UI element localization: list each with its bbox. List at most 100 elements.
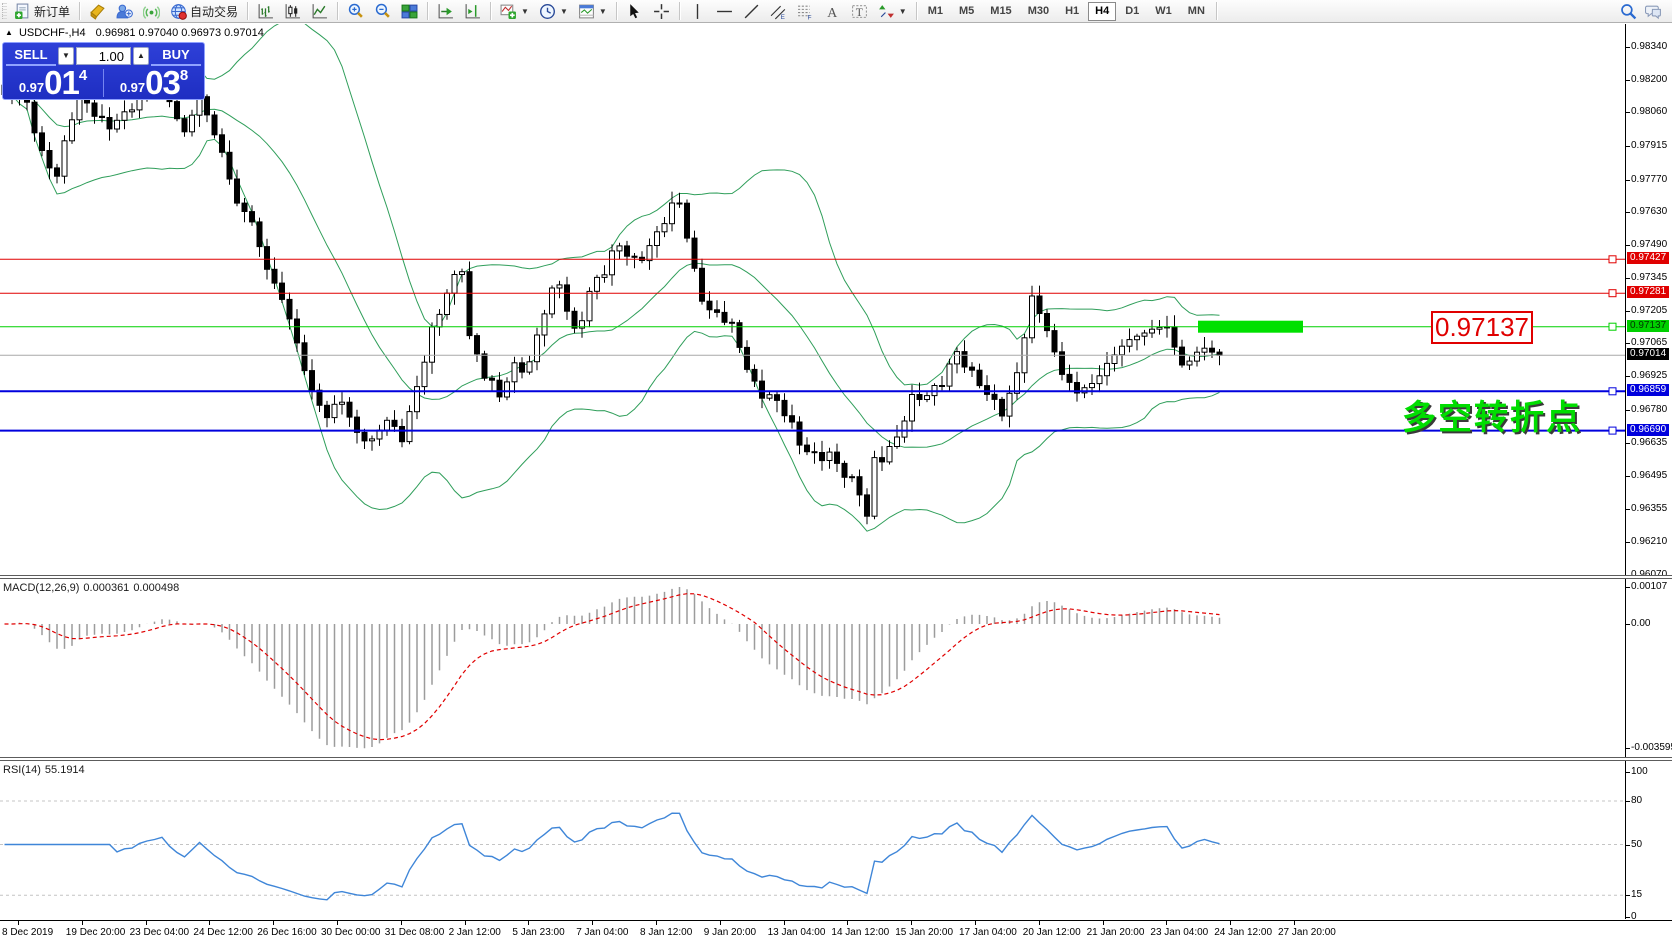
zoom-out-button[interactable] [369,1,396,21]
timeframe-m15[interactable]: M15 [990,5,1012,17]
symbol-collapse-icon[interactable]: ▲ [5,28,13,37]
rsi-name: RSI(14) [3,764,41,776]
label-tool[interactable]: T [846,1,873,21]
arrows-icon [878,4,894,18]
auto-scroll-button[interactable] [432,1,459,21]
text-tool[interactable]: A [819,1,846,21]
auto-trading-button[interactable]: 自动交易 [165,1,243,21]
time-tick-mark [528,921,530,925]
crosshair-tool-button[interactable] [648,1,675,21]
trendline-tool[interactable] [738,1,765,21]
line-chart-button[interactable] [306,1,333,21]
toolbar: 新订单 自动交易 [0,0,1672,23]
time-tick-label: 30 Dec 00:00 [321,927,381,938]
toolbar-separator [337,2,339,20]
one-click-trade-panel: SELL ▼ 1.00 ▲ BUY 0.97 01 4 0.97 03 8 [2,42,205,100]
time-tick-mark [847,921,849,925]
chevron-down-icon: ▼ [521,6,529,16]
price-level-label: 0.96690 [1627,423,1670,436]
toolbar-separator [678,2,680,20]
chat-icon[interactable] [1645,3,1662,20]
rsi-chart[interactable] [0,761,1625,919]
time-tick-mark [1038,921,1040,925]
vertical-line-tool[interactable] [684,1,711,21]
cursor-tool-button[interactable] [621,1,648,21]
toolbar-separator [427,2,429,20]
buy-button[interactable]: BUY [151,47,201,66]
panel-splitter[interactable] [0,575,1672,579]
svg-text:A: A [827,4,837,19]
price-tick: 0.96210 [1625,536,1668,547]
price-tick: 0.96635 [1625,437,1668,448]
time-axis[interactable]: 8 Dec 2019 19 Dec 20:00 23 Dec 04:00 24 Dec… [0,920,1672,944]
rsi-tick: 50 [1625,839,1643,850]
fibonacci-tool[interactable]: F [792,1,819,21]
timeframe-h4[interactable]: H4 [1088,1,1117,21]
timeframe-m30[interactable]: M30 [1027,5,1050,17]
time-tick-label: 24 Dec 12:00 [193,927,253,938]
horizontal-line-tool[interactable] [711,1,738,21]
market-button[interactable] [111,1,138,21]
channel-icon: E [770,5,786,20]
price-callout-box[interactable]: 0.97137 [1431,311,1533,344]
sell-button[interactable]: SELL [6,47,56,66]
time-tick-mark [1230,921,1232,925]
fibonacci-icon: F [797,5,811,20]
horizontal-line-icon [716,10,732,12]
volume-decrease-button[interactable]: ▼ [58,47,74,65]
metaeditor-button[interactable] [84,1,111,21]
timeframe-mn[interactable]: MN [1187,5,1205,17]
timeframe-m5[interactable]: M5 [959,5,975,17]
timeframe-w1[interactable]: W1 [1155,5,1172,17]
bar-chart-button[interactable] [252,1,279,21]
macd-tick: 0.00107 [1625,581,1668,592]
chart-annotation-text[interactable]: 多空转折点 [1402,399,1582,437]
time-tick-label: 19 Dec 20:00 [65,927,126,938]
timeframe-d1[interactable]: D1 [1125,5,1140,17]
rsi-scale[interactable]: 100 80 50 15 0 [1625,761,1672,922]
signals-button[interactable] [138,1,165,21]
auto-scroll-icon [438,3,453,18]
price-scale[interactable]: 0.98340 0.98200 0.98060 0.97915 0.97770 0.976… [1625,24,1672,580]
volume-increase-button[interactable]: ▲ [133,47,149,65]
macd-scale[interactable]: 0.00107 0.00 -0.003595 [1625,579,1672,757]
templates-button[interactable]: ▼ [573,1,612,21]
candlestick-chart[interactable] [0,24,1625,575]
time-tick-label: 2 Jan 12:00 [448,927,501,938]
time-tick-mark [18,921,19,925]
toolbar-separator [915,2,917,20]
timeframe-group: M1 M5 M15 M30 H1 H4 D1 W1 MN [921,1,1212,21]
timeframe-h1[interactable]: H1 [1065,5,1080,17]
time-tick-label: 23 Jan 04:00 [1150,927,1209,938]
sell-price[interactable]: 0.97 01 4 [18,64,88,100]
zoom-in-button[interactable] [342,1,369,21]
rsi-tick: 100 [1626,766,1648,777]
panel-splitter[interactable] [0,757,1672,761]
price-tick: 0.97630 [1625,206,1668,217]
volume-input[interactable]: 1.00 [76,47,131,65]
time-tick-label: 14 Jan 12:00 [831,927,890,938]
time-tick-mark [337,921,338,925]
bar-chart-icon [258,3,273,18]
tile-windows-button[interactable] [396,1,423,21]
chart-shift-button[interactable] [459,1,486,21]
periods-button[interactable]: ▼ [534,1,573,21]
time-tick-label: 26 Dec 16:00 [257,927,317,938]
symbol-timeframe-label: USDCHF-,H4 [18,27,86,39]
macd-value: 0.000361 [83,582,130,594]
candlestick-chart-button[interactable] [279,1,306,21]
price-tick: 0.97490 [1625,239,1668,250]
new-order-button[interactable]: 新订单 [9,1,75,21]
macd-chart[interactable] [0,579,1625,757]
indicators-button[interactable]: ▼ [495,1,534,21]
toolbar-grip [2,3,7,19]
new-order-icon [15,3,29,19]
buy-price[interactable]: 0.97 03 8 [119,64,189,100]
price-divider [103,69,104,97]
timeframe-m1[interactable]: M1 [927,5,943,17]
search-icon[interactable] [1620,3,1637,20]
channel-tool[interactable]: E [765,1,792,21]
time-tick-label: 31 Dec 08:00 [384,927,445,938]
arrows-tool[interactable]: ▼ [873,1,912,21]
time-tick-mark [656,921,657,925]
